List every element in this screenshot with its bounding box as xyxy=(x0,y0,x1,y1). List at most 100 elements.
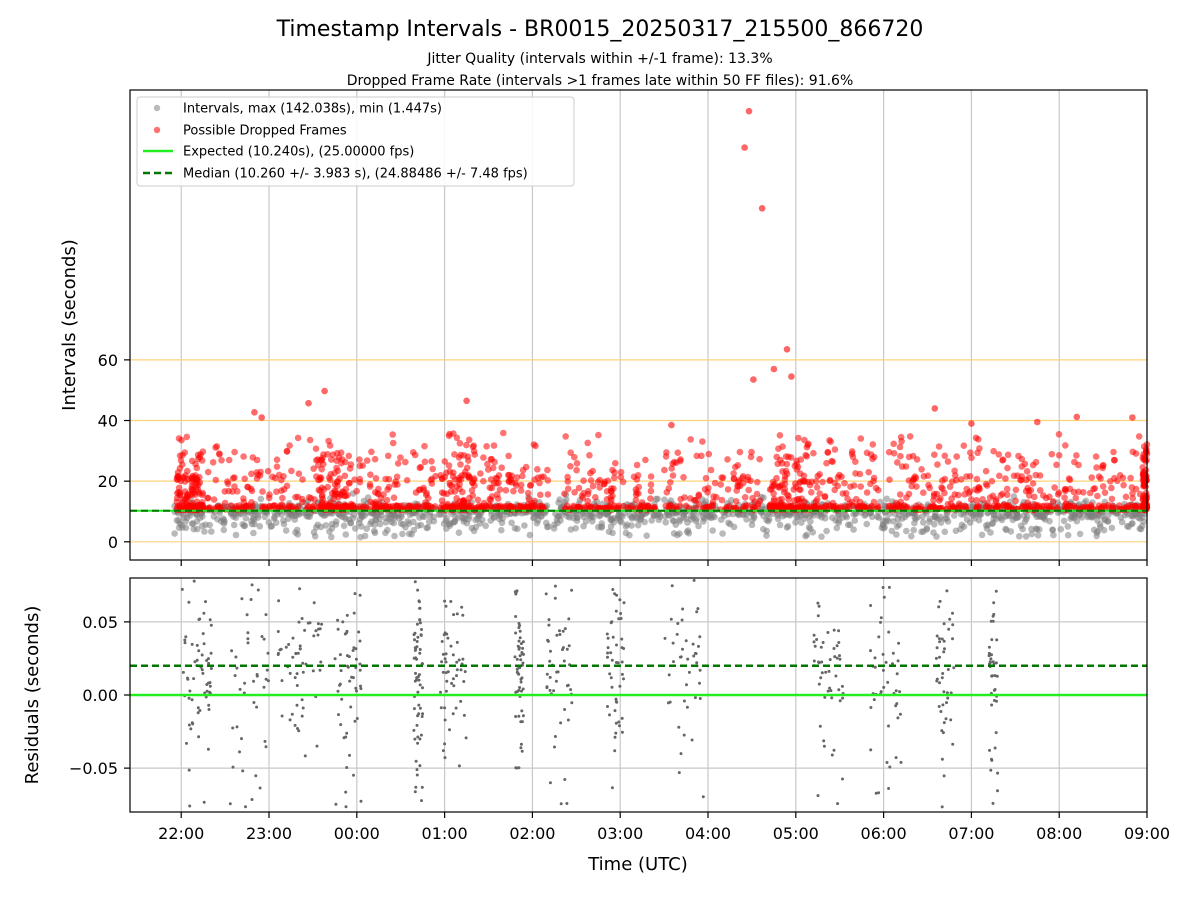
residual-point xyxy=(358,662,362,666)
residual-point xyxy=(899,760,903,764)
residual-point xyxy=(446,670,450,674)
interval-point xyxy=(1032,525,1040,533)
dropped-frame-point xyxy=(587,469,594,477)
dropped-frame-point xyxy=(466,494,473,502)
residual-point xyxy=(835,644,839,648)
residual-point xyxy=(613,749,617,753)
residual-point xyxy=(231,726,235,730)
interval-point xyxy=(883,495,891,503)
dropped-frame-point xyxy=(199,491,206,499)
interval-point xyxy=(807,518,814,525)
interval-point xyxy=(410,518,417,526)
residual-point xyxy=(559,721,563,725)
residual-point xyxy=(666,701,670,705)
dropped-frame-point xyxy=(800,472,808,480)
interval-point xyxy=(425,518,433,526)
dropped-frame-point xyxy=(937,495,944,502)
residual-point xyxy=(263,739,267,743)
residual-point xyxy=(940,757,944,761)
dropped-frame-point xyxy=(471,475,478,482)
dropped-frame-point xyxy=(531,503,538,510)
residual-point xyxy=(443,599,447,603)
residual-point xyxy=(316,633,320,637)
residual-point xyxy=(671,641,675,645)
dropped-frame-point xyxy=(1140,481,1148,489)
residual-point xyxy=(622,677,625,681)
residual-point xyxy=(816,794,820,798)
residual-point xyxy=(553,745,556,749)
interval-point xyxy=(882,518,890,525)
residual-point xyxy=(545,672,549,676)
dropped-frame-point xyxy=(224,478,231,485)
interval-point xyxy=(189,520,197,527)
dropped-frame-point xyxy=(898,463,906,470)
residual-point xyxy=(445,679,449,683)
dropped-frame-point xyxy=(705,450,713,458)
dropped-frame-point xyxy=(510,487,517,495)
dropped-frame-point xyxy=(1062,487,1069,495)
residual-point xyxy=(836,802,840,806)
interval-point xyxy=(1064,523,1072,530)
dropped-frame-point xyxy=(953,453,960,460)
residual-point xyxy=(358,593,362,597)
residual-point xyxy=(288,718,292,722)
residual-point xyxy=(185,741,188,745)
residual-point xyxy=(296,651,300,655)
residual-point xyxy=(352,646,356,650)
dropped-frame-outlier xyxy=(931,405,939,412)
dropped-frame-point xyxy=(240,498,248,506)
residual-point xyxy=(680,618,684,622)
residual-point xyxy=(610,685,614,689)
dropped-frame-point xyxy=(1127,474,1134,482)
dropped-frame-point xyxy=(1023,476,1030,484)
dropped-frame-point xyxy=(802,451,809,459)
dropped-frame-point xyxy=(440,490,448,497)
residual-point xyxy=(418,621,422,625)
dropped-frame-point xyxy=(1075,461,1082,469)
residual-point xyxy=(618,598,622,602)
residual-point xyxy=(513,590,517,594)
residual-point xyxy=(455,660,459,664)
interval-point xyxy=(1073,517,1081,525)
dropped-frame-point xyxy=(567,463,574,470)
residual-point xyxy=(939,710,943,713)
intervals-y-axis-label: Intervals (seconds) xyxy=(59,239,80,411)
residual-point xyxy=(209,623,213,627)
dropped-frame-point xyxy=(525,495,533,503)
residual-point xyxy=(696,607,700,611)
residual-point xyxy=(345,766,349,769)
residual-point xyxy=(815,638,819,641)
dropped-frame-point xyxy=(446,468,454,475)
dropped-frame-point xyxy=(513,474,521,481)
dropped-frame-point xyxy=(299,476,306,483)
intervals-y-tick-label: 0 xyxy=(108,533,118,552)
interval-point xyxy=(1022,533,1030,540)
residual-point xyxy=(606,655,609,659)
legend-median-label: Median (10.260 +/- 3.983 s), (24.88486 +… xyxy=(183,167,528,182)
interval-point xyxy=(314,521,322,529)
residual-point xyxy=(452,613,456,617)
residual-point xyxy=(622,601,626,605)
dropped-frame-point xyxy=(826,476,834,484)
residual-point xyxy=(262,685,266,689)
residual-point xyxy=(569,688,573,692)
dropped-frame-point xyxy=(624,504,631,511)
interval-point xyxy=(763,527,770,535)
dropped-frame-point xyxy=(841,479,848,487)
residual-point xyxy=(290,712,294,716)
residual-point xyxy=(951,611,954,615)
dropped-frame-point xyxy=(295,470,303,478)
residual-point xyxy=(519,742,523,746)
residual-point xyxy=(935,634,939,638)
dropped-frame-point xyxy=(465,436,473,444)
residual-point xyxy=(618,684,622,688)
dropped-frame-point xyxy=(193,464,201,472)
residual-point xyxy=(684,639,688,643)
interval-point xyxy=(654,495,661,503)
dropped-frame-point xyxy=(741,494,749,501)
interval-point xyxy=(241,522,249,529)
residual-point xyxy=(873,656,877,660)
dropped-frame-point xyxy=(259,488,266,495)
residual-point xyxy=(413,646,417,650)
residual-point xyxy=(291,655,295,659)
